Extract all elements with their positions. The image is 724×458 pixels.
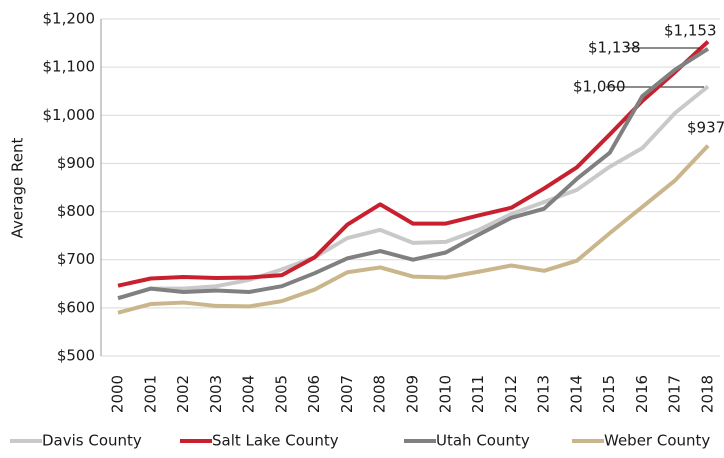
y-tick-label: $700 [57,250,95,268]
legend-label: Davis County [42,432,142,450]
x-tick-label: 2009 [404,375,422,413]
x-tick-label: 2004 [240,375,258,413]
series-line [117,84,710,301]
y-tick-label: $500 [57,347,95,365]
series-line [117,144,710,315]
legend-label: Utah County [436,432,530,450]
x-tick-label: 2014 [567,375,585,413]
legend-label: Salt Lake County [212,432,339,450]
y-tick-label: $600 [57,298,95,316]
x-tick-label: 2013 [535,375,553,413]
x-tick-label: 2011 [469,375,487,413]
x-tick-label: 2005 [272,375,290,413]
value-label: $937 [687,119,724,137]
x-tick-label: 2002 [174,375,192,413]
x-tick-label: 2001 [141,375,159,413]
y-tick-label: $1,000 [43,106,96,124]
x-tick-label: 2018 [699,375,717,413]
value-label: $1,060 [573,78,626,96]
y-tick-label: $800 [57,202,95,220]
y-tick-label: $900 [57,154,95,172]
x-tick-label: 2010 [436,375,454,413]
y-tick-label: $1,200 [43,10,96,28]
series-line [117,40,710,288]
x-tick-label: 2003 [207,375,225,413]
x-tick-label: 2015 [600,375,618,413]
x-tick-label: 2006 [305,375,323,413]
value-label: $1,153 [664,22,717,40]
value-label: $1,138 [588,39,641,57]
x-tick-label: 2012 [502,375,520,413]
x-tick-label: 2007 [338,375,356,413]
x-tick-label: 2016 [633,375,651,413]
y-tick-label: $1,100 [43,58,96,76]
series-line [117,47,710,301]
y-axis-label: Average Rent [9,138,27,239]
x-tick-label: 2000 [109,375,127,413]
legend-label: Weber County [604,432,710,450]
x-tick-label: 2017 [666,375,684,413]
x-tick-label: 2008 [371,375,389,413]
